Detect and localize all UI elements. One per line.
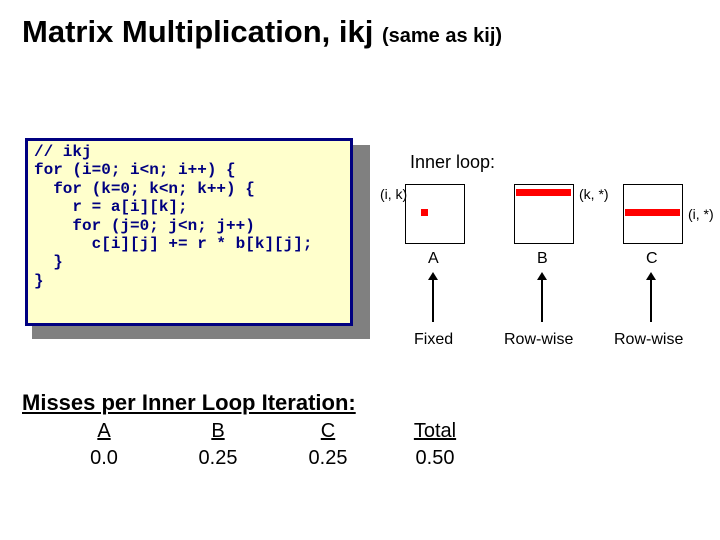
- inner-loop-label: Inner loop:: [410, 152, 495, 173]
- arrow-c: [650, 278, 652, 322]
- miss-col-b: B 0.25: [188, 420, 248, 470]
- title-sub: (same as kij): [382, 25, 502, 47]
- miss-head-a: A: [74, 420, 134, 443]
- matrix-c-row: [625, 209, 680, 216]
- matrix-a-dot: [421, 209, 428, 216]
- miss-head-c: C: [298, 420, 358, 443]
- miss-col-a: A 0.0: [74, 420, 134, 470]
- miss-val-b: 0.25: [188, 447, 248, 470]
- code-box: // ikj for (i=0; i<n; i++) { for (k=0; k…: [25, 138, 353, 326]
- page-title: Matrix Multiplication, ikj (same as kij): [22, 14, 502, 50]
- access-a: Fixed: [414, 331, 453, 349]
- miss-val-total: 0.50: [400, 447, 470, 470]
- coord-a: (i, k): [380, 186, 407, 202]
- coord-b: (k, *): [579, 186, 609, 202]
- access-b: Row-wise: [504, 331, 573, 349]
- label-a: A: [428, 250, 439, 268]
- miss-head-b: B: [188, 420, 248, 443]
- misses-title: Misses per Inner Loop Iteration:: [22, 390, 356, 416]
- label-c: C: [646, 250, 658, 268]
- title-main: Matrix Multiplication, ikj: [22, 14, 382, 49]
- label-b: B: [537, 250, 548, 268]
- miss-col-c: C 0.25: [298, 420, 358, 470]
- miss-head-total: Total: [400, 420, 470, 443]
- miss-val-a: 0.0: [74, 447, 134, 470]
- miss-col-total: Total 0.50: [400, 420, 470, 470]
- access-c: Row-wise: [614, 331, 683, 349]
- miss-val-c: 0.25: [298, 447, 358, 470]
- coord-c: (i, *): [688, 206, 714, 222]
- arrow-b: [541, 278, 543, 322]
- matrix-b-row: [516, 189, 571, 196]
- arrow-a: [432, 278, 434, 322]
- matrix-a: [405, 184, 465, 244]
